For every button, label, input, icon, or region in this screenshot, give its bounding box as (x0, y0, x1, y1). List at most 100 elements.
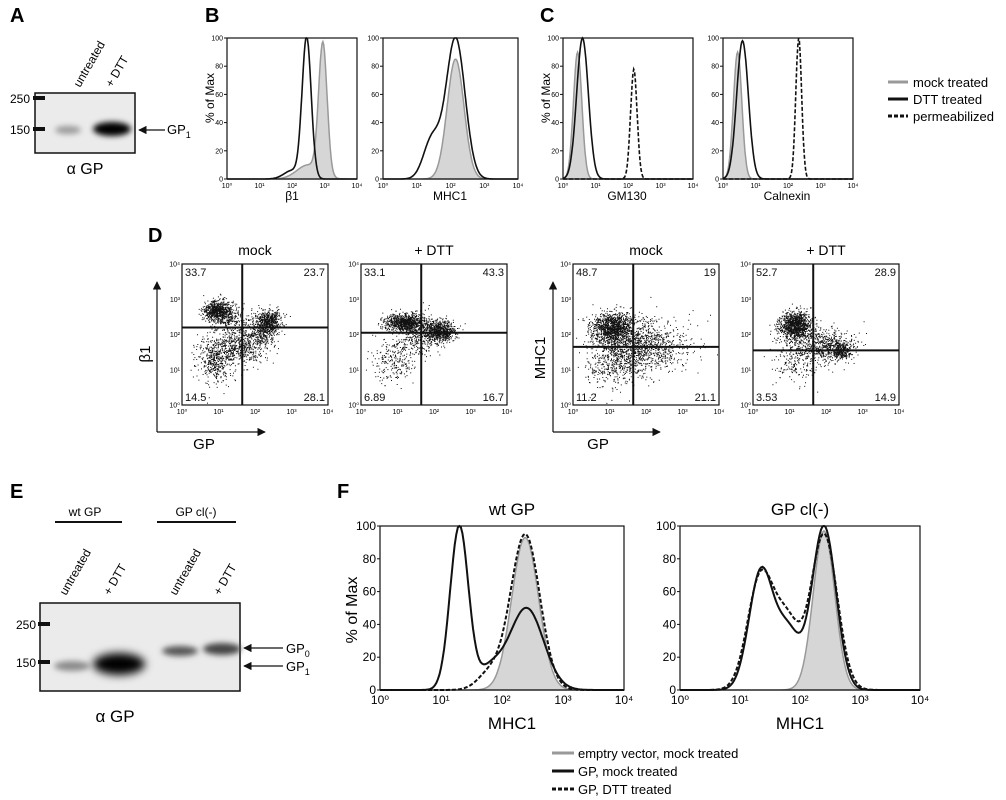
e-label-gp1: GP1 (286, 659, 310, 677)
lane-label-dtt: + DTT (102, 53, 131, 90)
band-untreated (55, 126, 81, 134)
quadrant-percent: 23.7 (304, 267, 325, 279)
x-tick-label: 10⁴ (688, 183, 699, 190)
e-band-cl-untreated (162, 646, 198, 656)
y-tick-label: 10¹ (741, 367, 752, 374)
quadrant-percent: 52.7 (756, 267, 777, 279)
quadrant-percent: 33.1 (364, 267, 385, 279)
y-tick-label: 80 (363, 552, 377, 566)
y-tick-label: 100 (707, 36, 719, 43)
f-xlabel-wt: MHC1 (488, 714, 536, 733)
y-tick-label: 0 (669, 683, 676, 697)
y-tick-label: 100 (367, 36, 379, 43)
x-tick-label: 10² (250, 409, 261, 416)
quadrant-percent: 28.1 (304, 392, 325, 404)
x-tick-label: 10¹ (590, 183, 601, 190)
histogram-2: 0 20 40 60 80 100 10⁰ 10¹ 10² 10³ 10⁴ (367, 36, 523, 191)
y-tick-label: 10⁴ (348, 262, 359, 269)
plot-frame (722, 37, 854, 180)
e-band-cl-dtt (203, 643, 241, 655)
y-tick-label: 10⁴ (740, 262, 751, 269)
y-tick-label: 60 (363, 585, 377, 599)
y-tick-label: 60 (551, 92, 559, 99)
d3-xlabel: GP (587, 436, 609, 453)
x-tick-label: 10² (287, 183, 298, 190)
marker-tick-250 (33, 96, 45, 100)
y-tick-label: 0 (369, 683, 376, 697)
y-tick-label: 0 (219, 177, 223, 184)
x-tick-label: 10⁴ (615, 693, 634, 707)
hist-fill-curve (680, 529, 920, 691)
plot-frame (360, 263, 508, 406)
quadrant-percent: 3.53 (756, 392, 777, 404)
y-tick-label: 10³ (741, 297, 752, 304)
y-tick-label: 60 (215, 92, 223, 99)
x-tick-label: 10¹ (604, 409, 615, 416)
y-tick-label: 100 (656, 519, 676, 533)
d1-xlabel: GP (193, 436, 215, 453)
quadrant-percent: 33.7 (185, 267, 206, 279)
e-antibody-label: α GP (95, 707, 134, 726)
panel-letter-a: A (10, 5, 24, 27)
x-tick-label: 10³ (655, 183, 666, 190)
x-tick-label: 10⁰ (177, 408, 188, 416)
e-band-wt-untreated (54, 661, 90, 671)
x-tick-label: 10⁴ (848, 183, 859, 190)
x-tick-label: 10³ (677, 409, 688, 416)
f-xlabel-cl: MHC1 (776, 714, 824, 733)
hist-fill-curve (383, 58, 518, 180)
hist-xlabel-gm130: GM130 (607, 189, 647, 203)
x-tick-label: 10¹ (432, 693, 449, 707)
x-tick-label: 10⁴ (911, 693, 930, 707)
f-legend-gp: GP, mock treated (578, 764, 677, 779)
x-tick-label: 10⁴ (352, 183, 363, 190)
y-tick-label: 10⁴ (169, 262, 180, 269)
y-tick-label: 10² (170, 332, 181, 339)
histogram-1: 0 20 40 60 80 100 10⁰ 10¹ 10² 10³ 10⁴ (211, 36, 362, 191)
x-tick-label: 10³ (554, 693, 571, 707)
dotplot-events (365, 302, 466, 389)
y-tick-label: 10¹ (561, 367, 572, 374)
band-dtt (93, 122, 131, 136)
x-tick-label: 10⁰ (568, 408, 579, 416)
plot-frame (181, 263, 329, 406)
legend-label-dtt: DTT treated (913, 92, 982, 107)
y-tick-label: 20 (551, 148, 559, 155)
x-tick-label: 10² (429, 409, 440, 416)
d3-ylabel: MHC1 (532, 337, 549, 380)
x-tick-label: 10¹ (731, 693, 748, 707)
hist-xlabel-mhc1: MHC1 (433, 189, 467, 203)
y-tick-label: 0 (555, 177, 559, 184)
y-tick-label: 60 (711, 92, 719, 99)
y-tick-label: 100 (356, 519, 376, 533)
x-tick-label: 10¹ (412, 183, 423, 190)
x-tick-label: 10¹ (750, 183, 761, 190)
plot-frame (226, 37, 358, 180)
x-tick-label: 10³ (286, 409, 297, 416)
y-tick-label: 20 (663, 650, 677, 664)
y-tick-label: 80 (551, 64, 559, 71)
x-tick-label: 10² (641, 409, 652, 416)
y-tick-label: 80 (215, 64, 223, 71)
y-tick-label: 40 (363, 617, 377, 631)
x-tick-label: 10⁰ (558, 182, 569, 190)
x-tick-label: 10⁰ (378, 182, 389, 190)
e-marker-250: 250 (16, 618, 36, 632)
dotplot-events (763, 303, 867, 393)
marker-label-150: 150 (10, 123, 30, 137)
histogram-3: 0 20 40 60 80 100 10⁰ 10¹ 10² 10³ 10⁴ (547, 36, 698, 191)
e-lane-3: untreated (166, 547, 203, 598)
panel-f-histograms: 0 20 40 60 80 100 10⁰ 10¹ 10² 10³ 10⁴ 0 20 40 60 80 100 1… (356, 519, 929, 707)
quadrant-percent: 43.3 (483, 267, 504, 279)
x-tick-label: 10⁰ (356, 408, 367, 416)
quadrant-percent: 48.7 (576, 267, 597, 279)
f-title-cl: GP cl(-) (771, 500, 829, 519)
y-tick-label: 100 (547, 36, 559, 43)
y-tick-label: 40 (215, 120, 223, 127)
d1-ylabel: β1 (137, 346, 154, 363)
x-tick-label: 10⁰ (748, 408, 759, 416)
plot-frame (572, 263, 720, 406)
